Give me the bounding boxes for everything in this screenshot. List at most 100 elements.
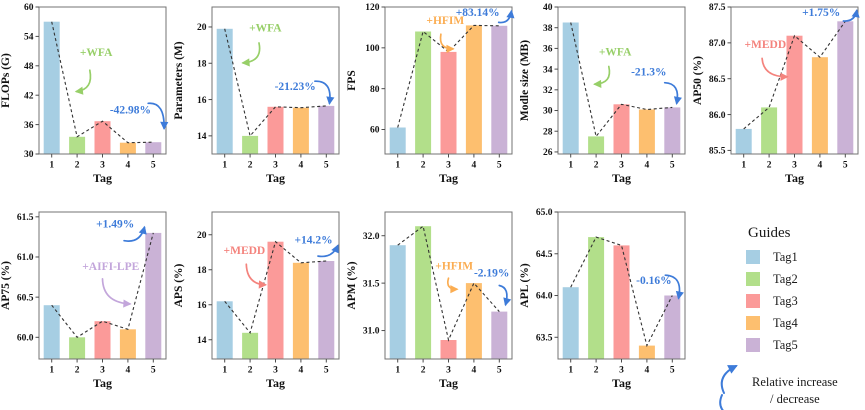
svg-text:+1.49%: +1.49% [96,218,134,230]
chart-parameters: 14 16 18 20 1 2 3 4 5 Tag Parameters (M) +WFA -21.23… [173,0,346,205]
svg-text:+1.75%: +1.75% [802,7,840,19]
svg-text:2: 2 [594,366,599,376]
svg-text:1: 1 [395,366,400,376]
svg-text:36: 36 [24,121,34,131]
svg-text:5: 5 [670,366,675,376]
svg-text:60: 60 [370,126,380,136]
legend-note: Relative increase / decrease [714,360,865,410]
chart-ap75-svg: 60.0 60.5 61.0 61.5 1 2 3 4 5 Tag AP75 (%) +1.49% +A… [0,211,167,390]
svg-text:Tag: Tag [612,171,631,185]
legend-swatch-tag2 [746,272,760,286]
svg-text:3: 3 [619,161,624,171]
svg-text:2: 2 [75,366,80,376]
legend-label-tag2: Tag2 [773,271,798,286]
svg-text:3: 3 [273,161,278,171]
svg-text:4: 4 [299,161,304,171]
svg-text:Tag: Tag [93,171,112,185]
svg-text:32: 32 [543,86,553,96]
svg-text:3: 3 [100,366,105,376]
svg-text:5: 5 [843,161,848,171]
legend-label-tag4: Tag4 [773,315,798,330]
svg-text:2: 2 [75,161,80,171]
svg-text:Tag: Tag [439,376,458,390]
legend-swatch-tag1 [746,250,760,264]
svg-text:61.5: 61.5 [17,213,34,223]
svg-text:61.0: 61.0 [17,253,34,263]
svg-text:+HFIM: +HFIM [435,260,473,272]
svg-text:Parameters (M): Parameters (M) [173,41,185,119]
svg-text:4: 4 [645,366,650,376]
svg-text:1: 1 [741,161,746,171]
svg-text:+HFIM: +HFIM [426,15,464,27]
svg-text:FPS: FPS [346,70,358,90]
svg-text:1: 1 [49,161,54,171]
svg-text:18: 18 [197,59,207,69]
svg-text:FLOPs (G): FLOPs (G) [0,53,12,108]
svg-text:5: 5 [497,366,502,376]
svg-text:5: 5 [151,366,156,376]
chart-flops: 30 36 42 48 54 60 1 2 3 4 5 Tag FLOPs (G) +WFA -42.98% [0,0,173,205]
svg-text:87.0: 87.0 [709,39,726,49]
chart-apl: 63.5 64.0 64.5 65.0 1 2 3 4 5 Tag APL (%) -0.16% [519,205,692,410]
svg-text:5: 5 [324,161,329,171]
legend-swatch-tag3 [746,294,760,308]
svg-text:36: 36 [543,45,553,55]
svg-text:4: 4 [126,161,131,171]
svg-text:60: 60 [24,3,34,13]
svg-text:1: 1 [395,161,400,171]
svg-text:87.5: 87.5 [709,3,726,13]
svg-text:3: 3 [100,161,105,171]
svg-text:16: 16 [197,301,207,311]
svg-text:3: 3 [792,161,797,171]
legend-item-tag4: Tag4 [746,316,865,330]
legend-note-line2: / decrease [770,392,820,406]
svg-text:3: 3 [446,366,451,376]
svg-text:Tag: Tag [266,376,285,390]
svg-text:AP50 (%): AP50 (%) [692,56,704,105]
chart-ap75: 60.0 60.5 61.0 61.5 1 2 3 4 5 Tag AP75 (%) +1.49% +A… [0,205,173,410]
svg-text:86.5: 86.5 [709,75,726,85]
svg-text:40: 40 [543,3,553,13]
legend-note-line1: Relative increase [752,375,838,390]
svg-text:1: 1 [222,161,227,171]
svg-text:-42.98%: -42.98% [110,105,151,117]
svg-text:20: 20 [197,231,207,241]
increase-decrease-arrows-icon [714,360,748,410]
legend-label-tag3: Tag3 [773,293,798,308]
chart-flops-svg: 30 36 42 48 54 60 1 2 3 4 5 Tag FLOPs (G) +WFA -42.98% [0,3,169,185]
legend-panel: Guides Tag1 Tag2 Tag3 Tag4 Tag5 Relative… [692,205,865,410]
legend-title: Guides [748,225,791,241]
svg-text:30: 30 [24,150,34,160]
chart-apm: 31.0 31.5 32.0 1 2 3 4 5 Tag APM (%) +HFIM -2.19% [346,205,519,410]
svg-text:APM (%): APM (%) [346,261,358,309]
svg-text:+83.14%: +83.14% [456,7,500,19]
svg-text:4: 4 [126,366,131,376]
chart-aps-svg: 14 16 18 20 1 2 3 4 5 Tag APS (%) +MEDD +14.2% [173,211,340,390]
svg-text:Tag: Tag [439,171,458,185]
legend-item-tag2: Tag2 [746,272,865,286]
chart-apl-svg: 63.5 64.0 64.5 65.0 1 2 3 4 5 Tag APL (%) -0.16% [519,208,686,390]
svg-text:42: 42 [24,91,34,101]
svg-text:14: 14 [197,336,207,346]
svg-text:4: 4 [472,366,477,376]
svg-text:+14.2%: +14.2% [295,235,333,247]
svg-text:+AIFI-LPE: +AIFI-LPE [82,261,139,273]
svg-text:+MEDD: +MEDD [744,39,786,51]
svg-text:Tag: Tag [612,376,631,390]
svg-text:Modle size (MB): Modle size (MB) [519,40,531,121]
svg-text:1: 1 [568,161,573,171]
svg-text:2: 2 [421,366,426,376]
svg-text:65.0: 65.0 [536,208,553,218]
svg-text:16: 16 [197,96,207,106]
svg-text:80: 80 [370,85,380,95]
svg-text:120: 120 [365,3,380,13]
svg-text:34: 34 [543,65,553,75]
svg-text:Tag: Tag [785,171,804,185]
svg-text:-21.3%: -21.3% [631,66,666,78]
legend-item-tag1: Tag1 [746,250,865,264]
svg-text:2: 2 [594,161,599,171]
svg-text:14: 14 [197,132,207,142]
svg-text:1: 1 [222,366,227,376]
